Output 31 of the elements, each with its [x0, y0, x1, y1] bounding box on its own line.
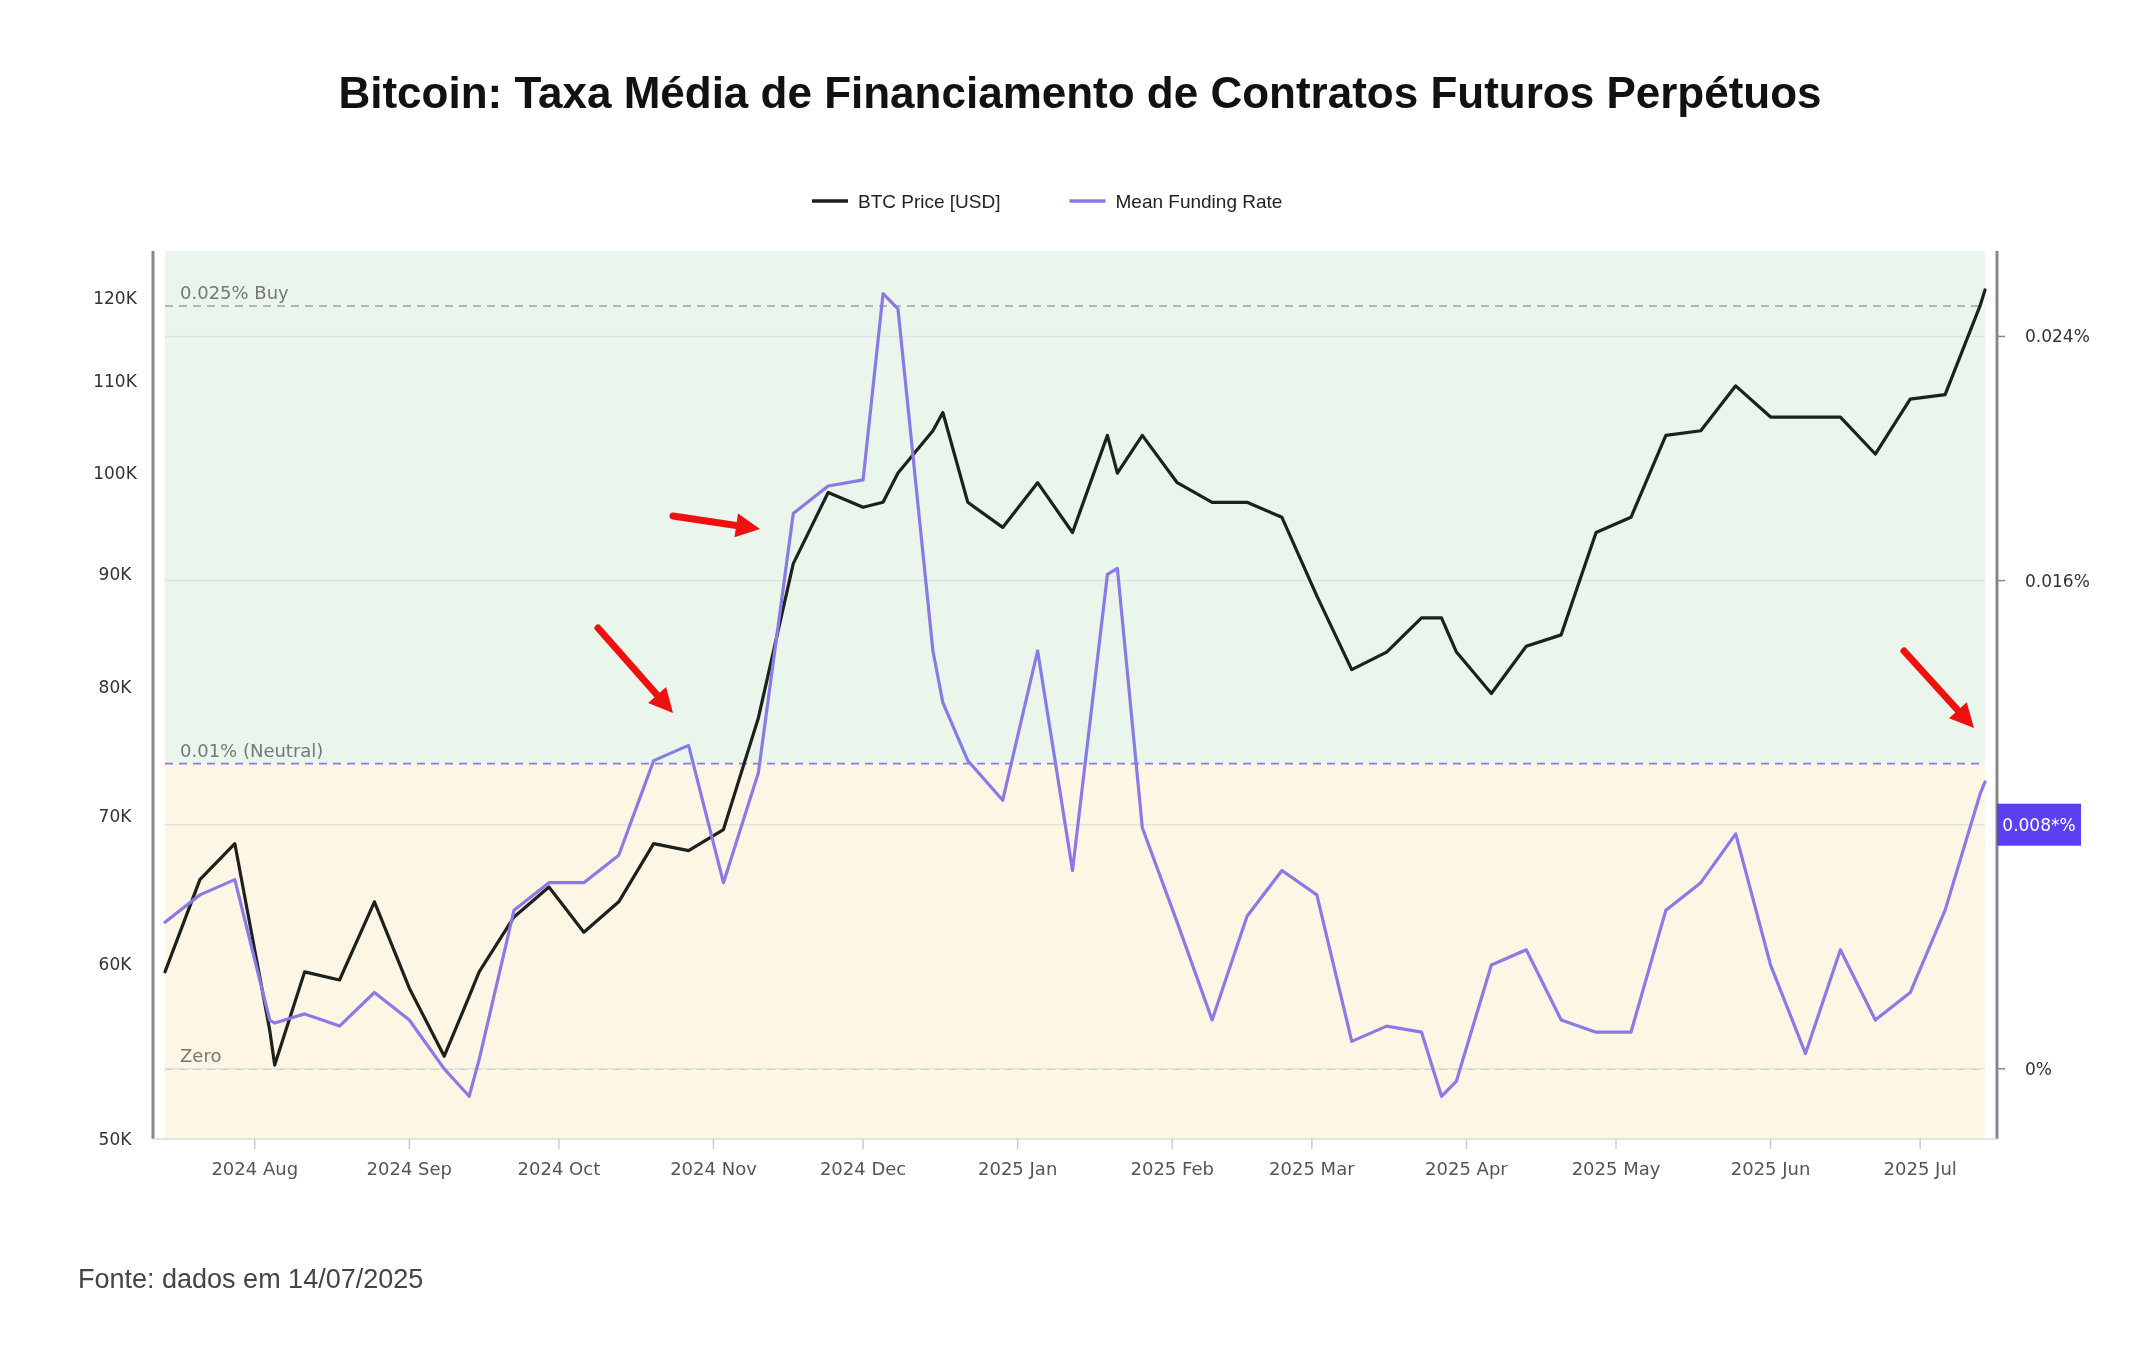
x-tick-label: 2024 Aug: [211, 1158, 299, 1179]
x-tick-label: 2024 Sep: [366, 1158, 453, 1179]
y-tick-label: 110K: [93, 371, 138, 392]
y-tick-label: 50K: [98, 1128, 133, 1149]
y-tick-label: 70K: [98, 805, 133, 826]
y-tick-label: 90K: [98, 564, 133, 585]
x-tick-label: 2024 Oct: [517, 1158, 601, 1179]
ref-line-label: 0.025% Buy: [180, 281, 290, 303]
y-tick-label: 60K: [98, 953, 133, 974]
y2-tick-label: 0.024%: [2025, 326, 2090, 347]
x-tick-label: 2024 Dec: [819, 1158, 907, 1179]
x-tick-label: 2025 Feb: [1130, 1158, 1214, 1179]
legend-label: Mean Funding Rate: [1115, 190, 1283, 212]
y2-tick-label: 0%: [2025, 1058, 2052, 1079]
x-tick-label: 2025 May: [1571, 1158, 1661, 1179]
text: 0.008*%: [2002, 814, 2076, 835]
y-tick-label: 100K: [93, 463, 138, 483]
y-tick-label: 80K: [98, 677, 133, 698]
ref-line-label: 0.01% (Neutral): [180, 739, 324, 761]
x-tick-label: 2025 Mar: [1269, 1158, 1356, 1179]
x-tick-label: 2024 Nov: [670, 1158, 758, 1179]
ref-line-label: Zero: [180, 1044, 222, 1066]
x-tick-label: 2025 Apr: [1425, 1158, 1509, 1179]
y2-tick-label: 0.016%: [2025, 570, 2090, 591]
chart-title: Bitcoin: Taxa Média de Financiamento de Contratos Futuros Perpétuos: [338, 68, 1822, 117]
x-tick-label: 2025 Jan: [978, 1158, 1058, 1179]
x-tick-label: 2025 Jul: [1883, 1158, 1957, 1179]
x-tick-label: 2025 Jun: [1730, 1158, 1811, 1179]
source-note: Fonte: dados em 14/07/2025: [78, 1264, 424, 1294]
y-tick-label: 120K: [93, 287, 138, 308]
legend-label: BTC Price [USD]: [858, 190, 1001, 212]
